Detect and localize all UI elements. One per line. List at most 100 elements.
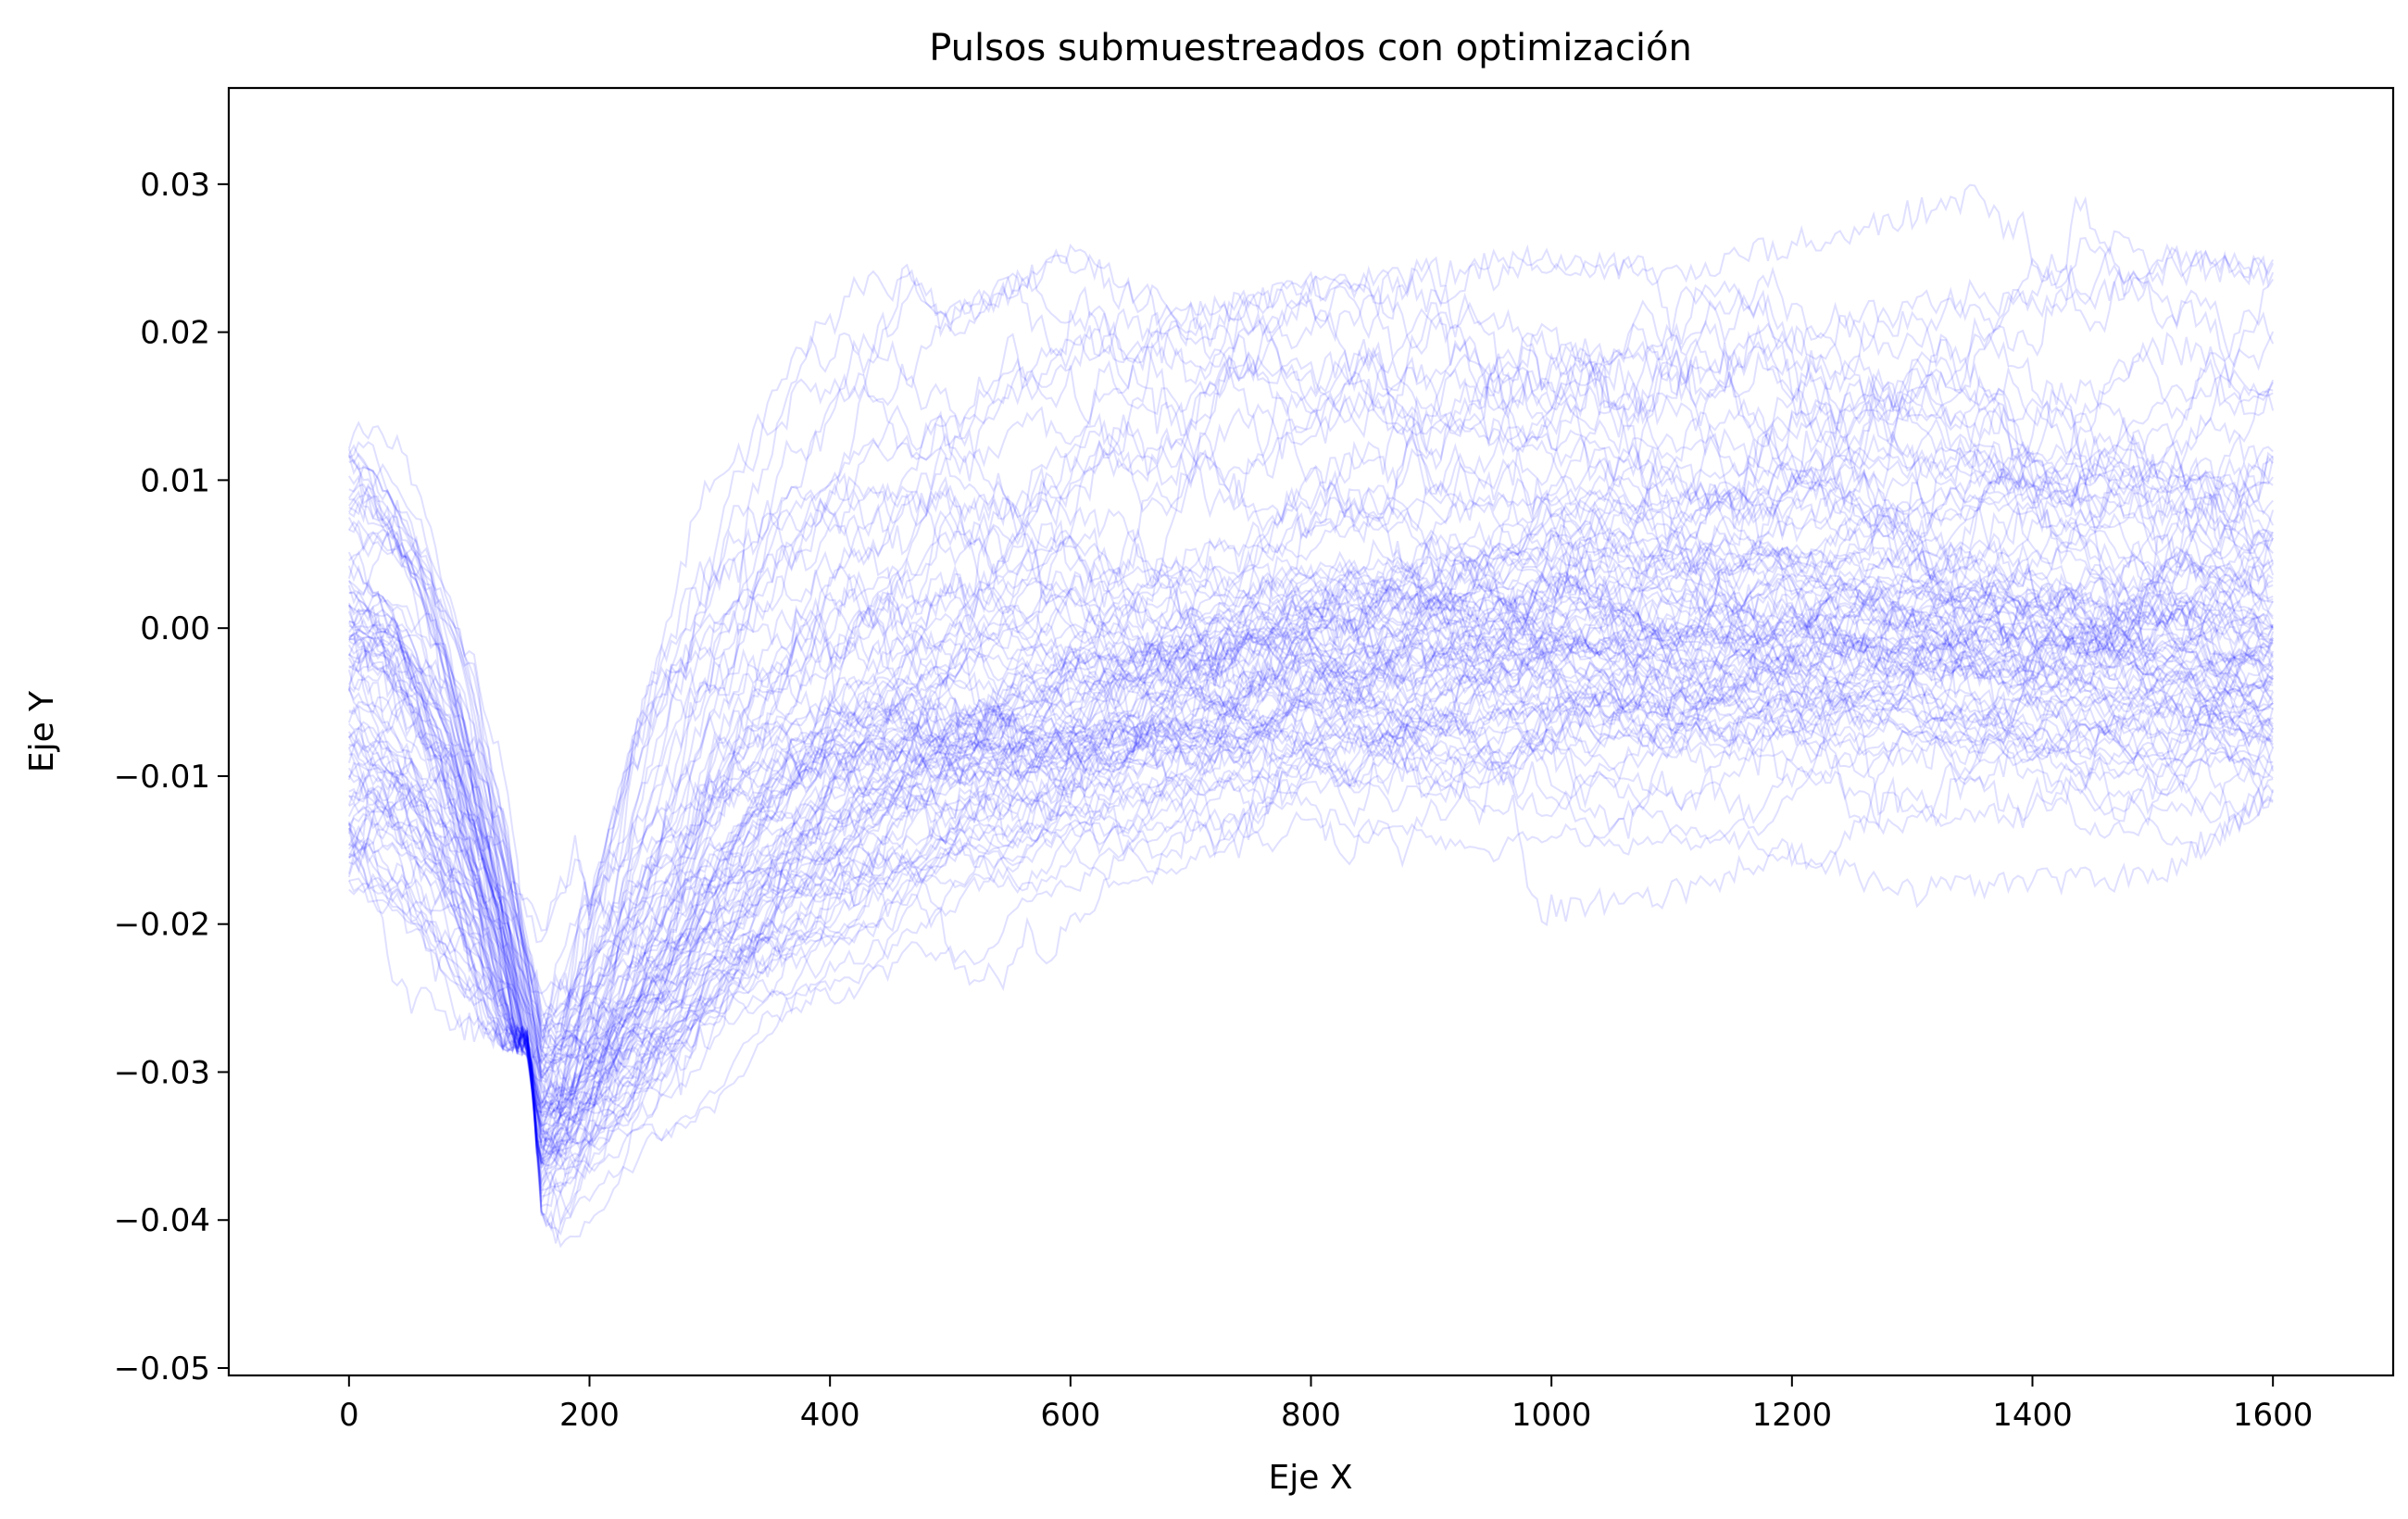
pulse-series-line xyxy=(348,247,2275,1048)
pulse-series-line xyxy=(347,388,2274,1114)
pulse-series-line xyxy=(348,245,2275,1153)
pulse-series-line xyxy=(348,574,2274,1083)
pulse-series-line xyxy=(347,607,2275,1168)
pulse-series-line xyxy=(348,664,2275,1066)
pulse-series-line xyxy=(347,452,2274,1237)
pulse-series-line xyxy=(348,605,2275,1111)
pulse-series-line xyxy=(347,495,2274,1149)
x-tick-label: 200 xyxy=(559,1397,620,1434)
pulse-series-line xyxy=(347,459,2275,1113)
pulse-series-line xyxy=(347,368,2275,1047)
pulse-series-line xyxy=(348,243,2274,1107)
pulse-series-line xyxy=(348,577,2274,1111)
y-tick-label: −0.04 xyxy=(114,1202,210,1239)
pulse-series-line xyxy=(347,669,2275,1120)
y-axis: 0.03 0.02 0.01 0.00 −0.01 −0.02 −0.03 −0.04 −0.0… xyxy=(114,167,229,1387)
pulse-series-line xyxy=(347,422,2275,1126)
pulse-series-line xyxy=(348,617,2274,1149)
pulse-series-line xyxy=(348,583,2274,1057)
pulse-series-line xyxy=(348,580,2274,1097)
pulse-series-line xyxy=(347,649,2274,1157)
pulse-series-line xyxy=(348,538,2275,1084)
x-tick-label: 1600 xyxy=(2233,1397,2314,1434)
pulse-series-line xyxy=(347,460,2274,1136)
pulse-series-line xyxy=(348,590,2275,1188)
pulse-series-line xyxy=(347,528,2274,1070)
pulse-series-line xyxy=(347,544,2275,1202)
pulse-series-line xyxy=(347,487,2274,1177)
y-tick-label: 0.03 xyxy=(140,167,210,204)
pulse-series-line xyxy=(348,611,2274,1165)
pulse-series-line xyxy=(347,444,2275,1152)
pulse-series-line xyxy=(347,316,2275,1082)
pulse-series-line xyxy=(348,458,2274,1042)
series-layer xyxy=(347,183,2275,1249)
pulse-series-line xyxy=(347,338,2275,1159)
pulse-series-line xyxy=(348,341,2275,1038)
pulse-series-line xyxy=(347,650,2274,1249)
pulse-series-line xyxy=(347,444,2275,1034)
pulse-series-line xyxy=(347,534,2274,1060)
pulse-series-line xyxy=(348,441,2274,1114)
y-tick-label: 0.02 xyxy=(140,315,210,352)
pulse-series-line xyxy=(347,521,2274,1159)
y-tick-label: −0.01 xyxy=(114,759,210,796)
pulse-series-line xyxy=(347,183,2275,1144)
pulse-series-line xyxy=(348,575,2274,1119)
x-tick-label: 1200 xyxy=(1752,1397,1833,1434)
pulse-series-line xyxy=(348,676,2275,1106)
pulse-series-line xyxy=(348,652,2275,1117)
pulse-series-line xyxy=(348,485,2275,1025)
pulse-series-line xyxy=(348,574,2275,1161)
x-tick-label: 0 xyxy=(339,1397,359,1434)
pulse-series-line xyxy=(347,333,2275,1098)
y-axis-label: Eje Y xyxy=(23,690,61,772)
y-tick-label: 0.00 xyxy=(140,610,210,647)
pulse-series-line xyxy=(348,414,2274,1117)
x-tick-label: 1400 xyxy=(1992,1397,2073,1434)
pulse-series-line xyxy=(347,243,2275,1157)
pulse-series-line xyxy=(347,591,2274,1165)
pulse-series-line xyxy=(347,564,2274,1136)
pulse-series-line xyxy=(347,642,2274,1007)
pulse-series-line xyxy=(347,374,2275,1027)
pulse-series-line xyxy=(348,311,2274,1165)
pulse-series-line xyxy=(347,521,2274,1063)
x-tick-label: 800 xyxy=(1281,1397,1341,1434)
pulse-series-line xyxy=(348,565,2274,1194)
x-tick-label: 400 xyxy=(800,1397,860,1434)
pulse-series-line xyxy=(348,446,2274,1169)
pulse-series-line xyxy=(347,447,2274,1058)
pulse-series-line xyxy=(347,406,2274,1066)
pulse-series-line xyxy=(348,621,2275,1110)
pulse-series-line xyxy=(348,472,2274,1114)
pulse-series-line xyxy=(347,584,2275,1186)
pulse-series-line xyxy=(348,629,2274,1232)
pulse-series-line xyxy=(348,448,2274,1020)
pulse-series-line xyxy=(348,550,2275,1198)
pulse-series-line xyxy=(347,388,2274,1181)
pulse-series-line xyxy=(348,546,2274,1119)
pulse-series-line xyxy=(347,559,2274,1040)
y-tick-label: −0.02 xyxy=(114,907,210,944)
pulse-series-line xyxy=(347,504,2275,1034)
pulse-series-line xyxy=(347,600,2274,1189)
pulse-series-line xyxy=(348,586,2274,1076)
pulse-series-line xyxy=(347,572,2275,932)
pulse-series-line xyxy=(347,457,2274,1128)
pulse-series-line xyxy=(347,606,2275,1116)
x-axis-label: Eje X xyxy=(1268,1459,1352,1497)
pulse-series-line xyxy=(348,195,2275,1169)
pulse-series-line xyxy=(348,331,2275,1244)
pulse-series-line xyxy=(347,536,2274,1226)
pulse-series-line xyxy=(348,608,2275,1136)
pulse-series-line xyxy=(347,341,2274,1164)
chart-title: Pulsos submuestreados con optimización xyxy=(929,27,1692,69)
y-tick-label: −0.05 xyxy=(114,1350,210,1387)
x-tick-label: 1000 xyxy=(1511,1397,1592,1434)
pulse-series-line xyxy=(347,621,2274,1143)
pulse-series-line xyxy=(347,430,2275,1043)
pulse-series-line xyxy=(347,684,2275,1065)
